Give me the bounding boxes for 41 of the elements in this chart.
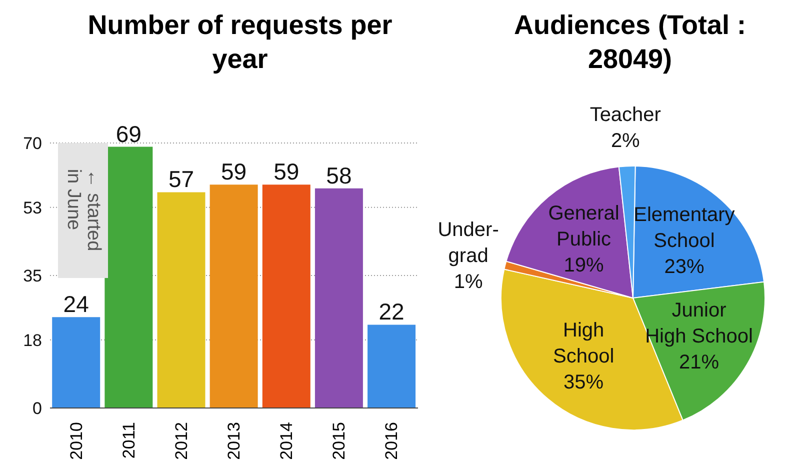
- data-label: 58: [326, 162, 352, 188]
- data-label: 22: [378, 298, 404, 325]
- data-label: 59: [274, 158, 300, 185]
- chart-title: Number of requests per year: [86, 9, 394, 76]
- bar: [368, 324, 416, 408]
- chart-title: Audiences (Total : 28049): [512, 9, 748, 76]
- bar: [210, 184, 258, 408]
- data-label: 57: [168, 166, 194, 192]
- y-tick-label: 53: [23, 198, 42, 218]
- x-tick-label: 2013: [224, 422, 244, 460]
- x-tick-label: 2016: [382, 422, 402, 460]
- x-tick-label: 2014: [277, 422, 296, 460]
- data-label: 23%: [664, 256, 704, 278]
- slice-label: High School: [553, 319, 614, 368]
- bar: [262, 184, 310, 408]
- slice-label: Under- grad: [438, 218, 499, 267]
- data-label: 35%: [564, 371, 604, 394]
- data-label: 59: [221, 158, 247, 185]
- x-tick-label: 2010: [66, 422, 86, 460]
- data-label: 1%: [454, 270, 483, 293]
- bar: [104, 146, 153, 408]
- slice-label: Elementary School: [634, 204, 735, 252]
- bar: [157, 192, 206, 408]
- annotation: ← started in June: [63, 168, 104, 252]
- data-label: 19%: [564, 254, 604, 276]
- bar: [52, 317, 100, 408]
- y-tick-label: 35: [23, 266, 42, 286]
- note-box: ← started in June: [58, 143, 108, 278]
- x-tick-label: 2015: [330, 422, 349, 460]
- data-label: 24: [63, 291, 90, 318]
- x-tick-label: 2012: [172, 422, 191, 460]
- bar: [314, 188, 363, 408]
- y-tick-label: 70: [23, 134, 42, 154]
- data-label: 2%: [610, 130, 640, 152]
- slice-label: General Public: [548, 202, 620, 250]
- x-tick-label: 2011: [119, 422, 138, 459]
- slice-label: Teacher: [590, 104, 662, 126]
- data-label: 21%: [679, 352, 720, 374]
- data-label: 69: [116, 120, 142, 147]
- y-tick-label: 0: [32, 399, 42, 418]
- y-tick-label: 18: [23, 330, 42, 350]
